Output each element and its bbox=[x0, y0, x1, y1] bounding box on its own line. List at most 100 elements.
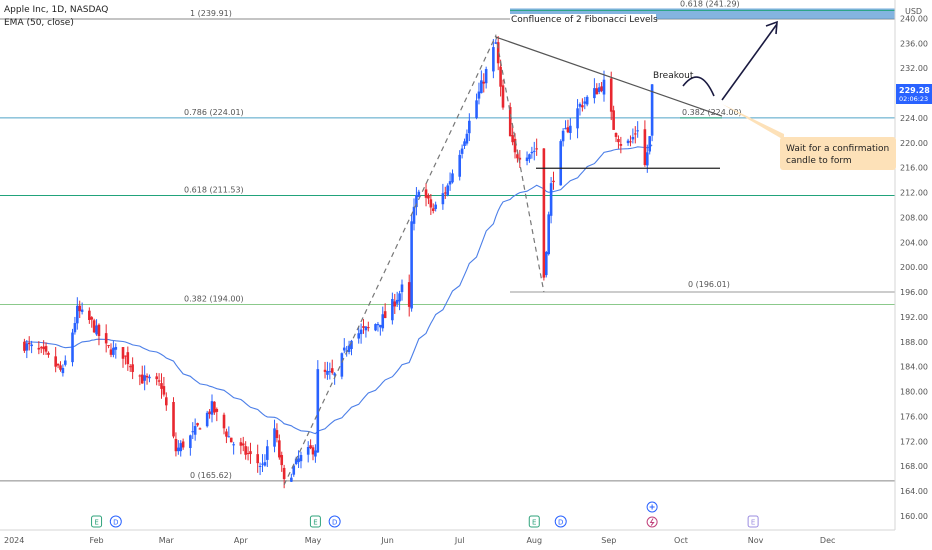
candle-body bbox=[619, 144, 623, 146]
callout-line-2: candle to form bbox=[786, 156, 852, 166]
candle-body bbox=[42, 346, 45, 350]
earnings-marker[interactable]: E bbox=[309, 515, 321, 528]
target-arrow-line bbox=[721, 23, 778, 101]
candle-body bbox=[160, 383, 163, 389]
candle-body bbox=[367, 327, 370, 329]
price-axis[interactable]: 160.00 164.00 168.00 172.00 176.00 180.00 184.… bbox=[900, 14, 928, 520]
candle-body bbox=[569, 125, 572, 133]
price-tick-label: 180.00 bbox=[900, 388, 928, 397]
candle-body bbox=[80, 309, 84, 312]
candle-body bbox=[424, 189, 428, 198]
candle-body bbox=[107, 345, 110, 347]
candle-body bbox=[278, 440, 281, 458]
candle-body bbox=[73, 323, 77, 333]
candle-body bbox=[597, 87, 601, 92]
candle-body bbox=[602, 79, 606, 95]
candle-body bbox=[612, 110, 615, 130]
candle-body bbox=[379, 324, 382, 328]
candle-body bbox=[581, 105, 584, 108]
dividend-marker[interactable]: D bbox=[328, 515, 341, 528]
candle-body bbox=[391, 299, 394, 321]
candle-body bbox=[528, 154, 531, 160]
candle-body bbox=[501, 85, 505, 108]
candle-body bbox=[532, 150, 536, 152]
candle-body bbox=[280, 455, 284, 466]
candle-body bbox=[576, 108, 579, 129]
candle-body bbox=[494, 42, 498, 44]
candle-body bbox=[290, 477, 293, 482]
dividend-marker[interactable]: D bbox=[554, 515, 567, 528]
split-marker[interactable] bbox=[646, 501, 658, 513]
price-tick-label: 172.00 bbox=[900, 437, 928, 446]
earnings-marker[interactable]: E bbox=[91, 515, 103, 528]
candle-body bbox=[417, 191, 421, 197]
fib2-level-label: 0 (196.01) bbox=[688, 280, 730, 289]
candle-body bbox=[131, 364, 134, 372]
candle-body bbox=[578, 104, 582, 107]
breakout-arc bbox=[682, 76, 715, 97]
candle-body bbox=[496, 42, 500, 64]
candle-body bbox=[162, 386, 166, 395]
candle-body bbox=[374, 324, 377, 331]
candle-body bbox=[583, 101, 587, 104]
time-tick-label: Feb bbox=[89, 536, 103, 545]
candles bbox=[23, 36, 654, 489]
candle-body bbox=[215, 409, 219, 412]
earnings-marker[interactable]: E bbox=[528, 515, 540, 528]
candle-body bbox=[157, 380, 161, 382]
candle-body bbox=[566, 127, 570, 133]
news-marker[interactable] bbox=[646, 516, 658, 528]
candle-body bbox=[39, 347, 43, 349]
candle-body bbox=[266, 446, 269, 460]
candle-body bbox=[441, 193, 445, 205]
candle-body bbox=[193, 426, 197, 435]
candle-body bbox=[244, 446, 247, 455]
candle-body bbox=[249, 451, 252, 455]
price-tick-label: 240.00 bbox=[900, 14, 928, 23]
event-marker-letter: D bbox=[558, 519, 563, 527]
dividend-marker[interactable]: D bbox=[109, 515, 122, 528]
time-tick-label: Mar bbox=[159, 536, 175, 545]
candle-body bbox=[357, 333, 360, 339]
callout-line-1: Wait for a confirmation bbox=[786, 144, 889, 154]
earnings-marker[interactable]: E bbox=[747, 515, 759, 528]
target-arrow-head bbox=[765, 20, 778, 35]
candle-body bbox=[475, 100, 478, 119]
candle-body bbox=[225, 431, 228, 437]
candle-body bbox=[191, 431, 195, 433]
price-tick-label: 176.00 bbox=[900, 412, 928, 421]
price-tick-label: 212.00 bbox=[900, 189, 928, 198]
event-marker-letter: E bbox=[751, 519, 755, 527]
plus-icon bbox=[649, 504, 655, 510]
candle-body bbox=[124, 355, 127, 357]
candle-body bbox=[559, 141, 563, 186]
candle-body bbox=[88, 310, 91, 320]
candle-body bbox=[395, 299, 399, 304]
candle-body bbox=[47, 352, 50, 355]
candle-body bbox=[393, 301, 397, 307]
candle-body bbox=[477, 91, 481, 99]
candle-body bbox=[340, 353, 344, 377]
candle-body bbox=[227, 436, 231, 438]
candle-body bbox=[90, 317, 94, 320]
candle-body bbox=[585, 96, 589, 105]
candle-body bbox=[342, 347, 346, 351]
candle-body bbox=[614, 132, 618, 137]
candle-body bbox=[208, 411, 211, 415]
candle-body bbox=[593, 88, 596, 99]
candle-body bbox=[480, 80, 483, 94]
currency-label[interactable]: USD bbox=[905, 7, 922, 16]
symbol-title[interactable]: Apple Inc, 1D, NASDAQ bbox=[4, 5, 108, 15]
price-tick-label: 200.00 bbox=[900, 263, 928, 272]
time-axis[interactable]: 2024 Feb Mar Apr May Jun Jul Aug Sep Oct Nov Dec bbox=[4, 536, 835, 545]
candle-body bbox=[54, 356, 57, 367]
candle-body bbox=[482, 81, 486, 84]
candle-body bbox=[561, 130, 565, 142]
ema-legend[interactable]: EMA (50, close) bbox=[4, 18, 74, 28]
candle-body bbox=[198, 428, 202, 430]
drawings bbox=[283, 20, 778, 486]
price-tick-label: 184.00 bbox=[900, 363, 928, 372]
